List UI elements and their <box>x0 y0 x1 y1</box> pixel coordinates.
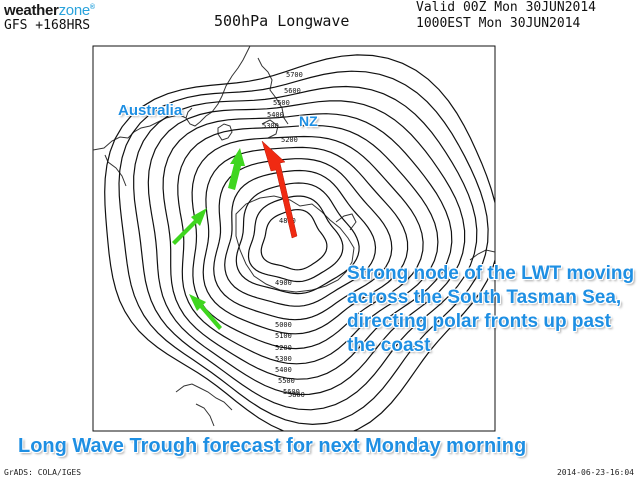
contour-label: 5600 <box>283 388 300 396</box>
trough-annotation: Strong node of the LWT moving across the… <box>347 263 635 356</box>
contour-labels: 5700 5600 5500 5400 5300 5200 4800 4900 … <box>262 71 305 399</box>
contour-label: 5600 <box>284 87 301 95</box>
contour-label: 5500 <box>273 99 290 107</box>
valid-time-line2: 1000EST Mon 30JUN2014 <box>416 16 581 31</box>
footer-timestamp: 2014-06-23-16:04 <box>556 468 634 477</box>
map-title: 500hPa Longwave <box>214 12 350 30</box>
contour-label: 5000 <box>275 321 292 329</box>
contour-label: 5300 <box>262 122 279 130</box>
australia-label: Australia <box>118 102 183 119</box>
contour-line <box>162 113 453 380</box>
contour-line <box>191 135 424 350</box>
contour-line <box>104 54 495 431</box>
contour-label: 5100 <box>275 332 292 340</box>
contour-line <box>118 70 489 426</box>
contour-line <box>133 85 478 411</box>
model-run-label: GFS +168HRS <box>4 18 91 33</box>
valid-time-line1: Valid 00Z Mon 30JUN2014 <box>416 0 597 15</box>
red-trough-arrow <box>261 140 298 239</box>
contour-label: 5400 <box>267 111 284 119</box>
contour-line <box>202 146 409 335</box>
contour-label: 5200 <box>275 344 292 352</box>
green-front-arrows <box>172 148 245 330</box>
contour-line <box>260 208 328 271</box>
contour-line <box>177 124 439 365</box>
contour-label: 5400 <box>275 366 292 374</box>
contour-line <box>235 182 360 295</box>
green-arrow <box>189 294 222 330</box>
contour-line <box>147 100 466 396</box>
contour-line <box>247 195 344 283</box>
map-frame <box>92 45 496 432</box>
weatherzone-logo: weatherzone® <box>4 2 95 19</box>
nz-label: NZ <box>299 113 318 129</box>
contour-label: 5700 <box>286 71 303 79</box>
contour-label: 5300 <box>275 355 292 363</box>
height-contours <box>104 54 495 431</box>
contour-line <box>224 169 377 307</box>
green-arrow <box>228 148 245 190</box>
contour-label: 5500 <box>278 377 295 385</box>
contour-label: 4800 <box>279 217 296 225</box>
contour-label: 5200 <box>281 136 298 144</box>
green-arrow <box>172 208 207 245</box>
contour-label: 5800 <box>288 391 305 399</box>
contour-label: 4900 <box>275 279 292 287</box>
forecast-caption: Long Wave Trough forecast for next Monda… <box>18 435 527 457</box>
footer-credit: GrADS: COLA/IGES <box>4 468 82 477</box>
contour-line <box>213 158 393 321</box>
